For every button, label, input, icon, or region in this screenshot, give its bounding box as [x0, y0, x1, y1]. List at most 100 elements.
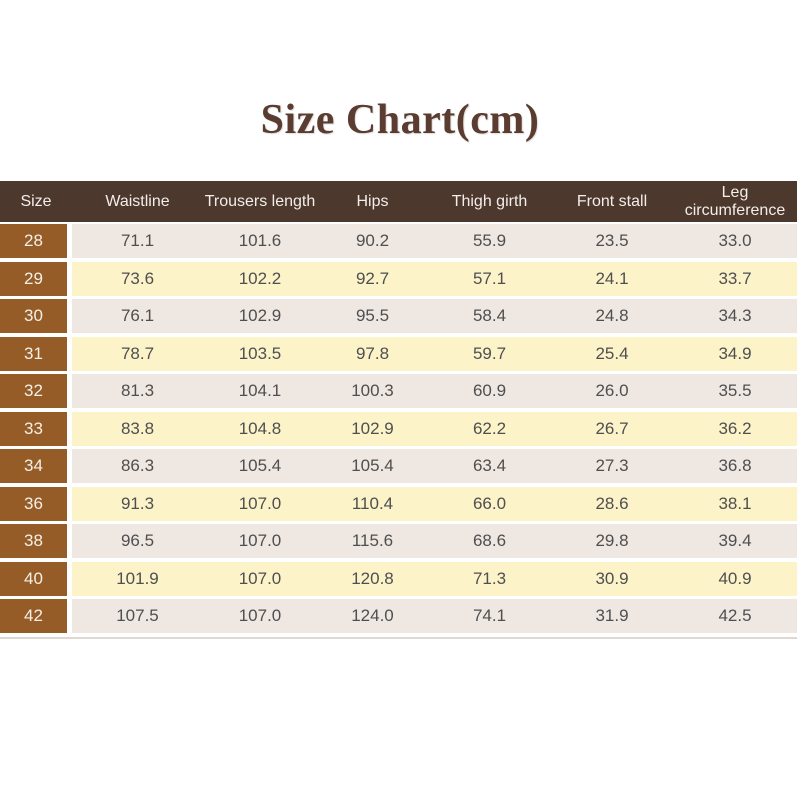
size-cell: 36 [0, 486, 67, 521]
value-cell: 27.3 [595, 456, 629, 475]
column-header-front-stall: Front stall [576, 192, 648, 210]
value-cell: 55.9 [472, 231, 507, 250]
table-row-size-28: 28 71.1 101.6 90.2 55.9 23.5 33.0 [0, 224, 797, 258]
value-cell: 57.1 [472, 268, 507, 288]
table-row-size-42: 42 107.5 107.0 124.0 74.1 31.9 42.5 [0, 599, 797, 633]
value-cell: 78.7 [120, 343, 155, 363]
value-cell: 81.3 [120, 381, 155, 400]
value-cell: 42.5 [718, 606, 752, 625]
row-values-strip: 81.3 104.1 100.3 60.9 26.0 35.5 [72, 374, 797, 408]
value-cell: 92.7 [355, 268, 390, 288]
row-values-strip: 86.3 105.4 105.4 63.4 27.3 36.8 [72, 449, 797, 483]
value-cell: 71.1 [120, 231, 155, 250]
value-cell: 107.0 [238, 568, 282, 588]
value-cell: 101.6 [238, 231, 282, 250]
value-cell: 31.9 [595, 606, 629, 625]
value-cell: 63.4 [472, 456, 507, 475]
value-cell: 58.4 [472, 306, 507, 325]
column-header-size: Size [20, 192, 52, 210]
value-cell: 105.4 [238, 456, 282, 475]
table-row-size-30: 30 76.1 102.9 95.5 58.4 24.8 34.3 [0, 299, 797, 333]
value-cell: 38.1 [718, 493, 752, 513]
size-cell: 40 [0, 561, 67, 596]
row-values-strip: 73.6 102.2 92.7 57.1 24.1 33.7 [72, 261, 797, 296]
row-values-strip: 107.5 107.0 124.0 74.1 31.9 42.5 [72, 599, 797, 633]
value-cell: 107.0 [238, 606, 282, 625]
row-values-strip: 76.1 102.9 95.5 58.4 24.8 34.3 [72, 299, 797, 333]
value-cell: 95.5 [355, 306, 390, 325]
value-cell: 107.0 [238, 531, 282, 550]
size-cell: 30 [0, 299, 67, 333]
value-cell: 33.0 [718, 231, 752, 250]
value-cell: 39.4 [718, 531, 752, 550]
value-cell: 115.6 [351, 531, 394, 550]
value-cell: 74.1 [472, 606, 507, 625]
page-title: Size Chart(cm) [260, 97, 540, 143]
row-values-strip: 83.8 104.8 102.9 62.2 26.7 36.2 [72, 411, 797, 446]
size-cell: 34 [0, 449, 67, 483]
row-values-strip: 78.7 103.5 97.8 59.7 25.4 34.9 [72, 336, 797, 371]
size-cell: 32 [0, 374, 67, 408]
column-header-thigh-girth: Thigh girth [451, 192, 528, 210]
value-cell: 59.7 [472, 343, 507, 363]
table-row-size-31: 31 78.7 103.5 97.8 59.7 25.4 34.9 [0, 336, 797, 371]
value-cell: 103.5 [238, 343, 282, 363]
value-cell: 102.9 [238, 306, 282, 325]
column-header-hips: Hips [356, 192, 389, 210]
column-header-leg-circumference: Leg circumference [684, 183, 786, 219]
table-row-size-38: 38 96.5 107.0 115.6 68.6 29.8 39.4 [0, 524, 797, 558]
value-cell: 107.5 [116, 606, 159, 625]
value-cell: 34.3 [718, 306, 752, 325]
value-cell: 102.9 [351, 418, 394, 438]
value-cell: 60.9 [472, 381, 507, 400]
value-cell: 62.2 [472, 418, 507, 438]
table-body: 28 71.1 101.6 90.2 55.9 23.5 33.0 29 73.6 102.2 92… [0, 224, 797, 633]
table-row-size-36: 36 91.3 107.0 110.4 66.0 28.6 38.1 [0, 486, 797, 521]
row-values-strip: 71.1 101.6 90.2 55.9 23.5 33.0 [72, 224, 797, 258]
size-cell: 42 [0, 599, 67, 633]
size-cell: 33 [0, 411, 67, 446]
value-cell: 24.1 [595, 268, 629, 288]
value-cell: 25.4 [595, 343, 629, 363]
value-cell: 40.9 [718, 568, 752, 588]
value-cell: 36.2 [718, 418, 752, 438]
size-chart-table: Size Waistline Trousers length Hips Thigh gi… [0, 181, 797, 639]
value-cell: 73.6 [120, 268, 155, 288]
table-row-size-34: 34 86.3 105.4 105.4 63.4 27.3 36.8 [0, 449, 797, 483]
row-values-strip: 91.3 107.0 110.4 66.0 28.6 38.1 [72, 486, 797, 521]
value-cell: 24.8 [595, 306, 629, 325]
value-cell: 91.3 [120, 493, 155, 513]
row-values-strip: 101.9 107.0 120.8 71.3 30.9 40.9 [72, 561, 797, 596]
size-cell: 38 [0, 524, 67, 558]
value-cell: 71.3 [472, 568, 507, 588]
value-cell: 107.0 [238, 493, 282, 513]
value-cell: 104.8 [238, 418, 282, 438]
value-cell: 66.0 [472, 493, 507, 513]
size-cell: 29 [0, 261, 67, 296]
value-cell: 102.2 [238, 268, 282, 288]
value-cell: 120.8 [351, 568, 394, 588]
value-cell: 30.9 [595, 568, 629, 588]
size-cell: 28 [0, 224, 67, 258]
value-cell: 26.7 [595, 418, 629, 438]
value-cell: 26.0 [595, 381, 629, 400]
value-cell: 105.4 [351, 456, 394, 475]
value-cell: 97.8 [355, 343, 390, 363]
value-cell: 29.8 [595, 531, 629, 550]
row-values-strip: 96.5 107.0 115.6 68.6 29.8 39.4 [72, 524, 797, 558]
value-cell: 28.6 [595, 493, 629, 513]
table-bottom-divider [0, 636, 797, 639]
value-cell: 90.2 [355, 231, 390, 250]
value-cell: 86.3 [120, 456, 155, 475]
value-cell: 33.7 [718, 268, 752, 288]
value-cell: 34.9 [718, 343, 752, 363]
value-cell: 35.5 [718, 381, 752, 400]
size-cell: 31 [0, 336, 67, 371]
value-cell: 76.1 [120, 306, 155, 325]
table-row-size-29: 29 73.6 102.2 92.7 57.1 24.1 33.7 [0, 261, 797, 296]
table-row-size-40: 40 101.9 107.0 120.8 71.3 30.9 40.9 [0, 561, 797, 596]
column-header-waistline: Waistline [105, 192, 170, 210]
value-cell: 23.5 [595, 231, 629, 250]
value-cell: 96.5 [120, 531, 155, 550]
